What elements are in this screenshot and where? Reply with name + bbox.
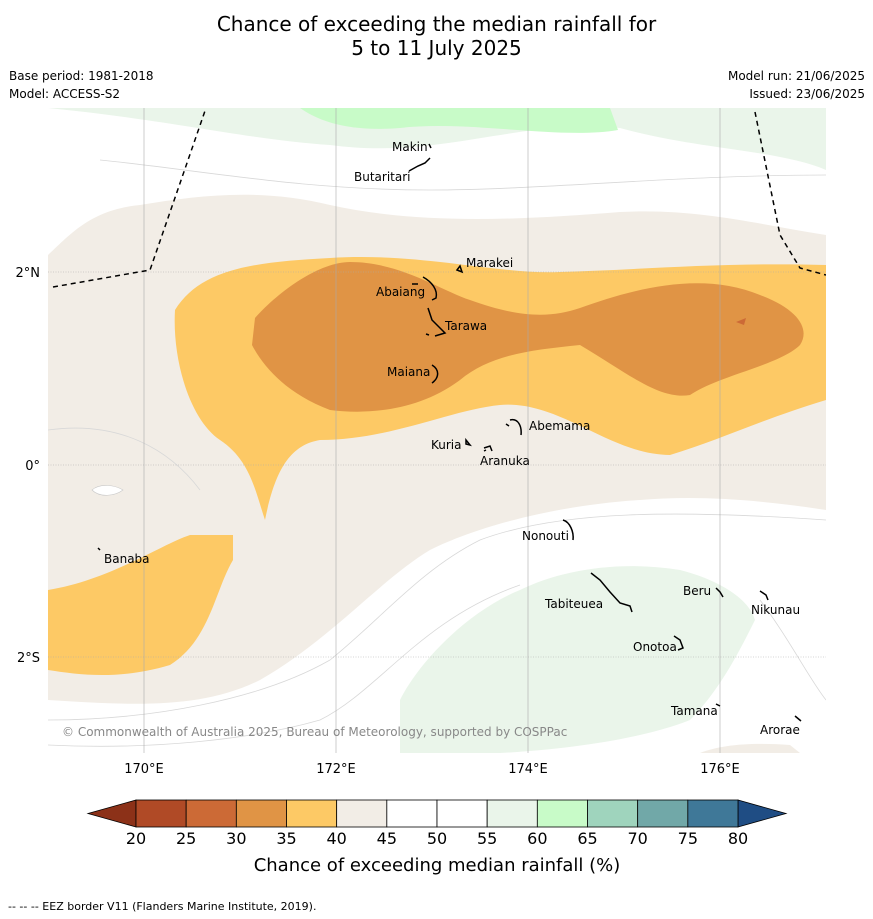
island-aranuka — [483, 445, 493, 452]
lon-tick-label: 176°E — [700, 762, 740, 777]
colorbar-cell — [687, 799, 739, 828]
island-abemama — [505, 418, 522, 436]
island-maiana — [431, 364, 439, 384]
copyright-text: © Commonwealth of Australia 2025, Bureau… — [62, 725, 567, 739]
colorbar-tick-label: 35 — [276, 829, 296, 848]
colorbar-over-arrow — [737, 799, 788, 828]
region-60-65-north — [300, 108, 618, 133]
island-label: Beru — [683, 584, 711, 598]
contour-line — [48, 513, 826, 721]
colorbar-cell — [185, 799, 237, 828]
colorbar-cell — [336, 799, 388, 828]
lon-tick-label: 174°E — [508, 762, 548, 777]
colorbar-tick-label: 65 — [577, 829, 597, 848]
island-label: Onotoa — [633, 640, 677, 654]
lat-tick-label: 2°S — [17, 651, 40, 666]
island-tarawa — [425, 307, 447, 337]
island-label: Marakei — [466, 256, 513, 270]
island-onotoa — [673, 635, 684, 651]
island-label: Nonouti — [522, 529, 569, 543]
island-label: Kuria — [431, 438, 462, 452]
gridlines — [48, 108, 826, 753]
lon-tick-label: 172°E — [316, 762, 356, 777]
island-label: Butaritari — [354, 170, 411, 184]
island-label: Aranuka — [480, 454, 530, 468]
island-abaiang — [412, 276, 438, 301]
colorbar-tick-label: 60 — [527, 829, 547, 848]
island-nonouti — [562, 519, 574, 541]
lat-tick-label: 2°N — [16, 266, 41, 281]
colorbar-tick-label: 50 — [427, 829, 447, 848]
lon-tick-label: 170°E — [124, 762, 164, 777]
colorbar-tick-label: 80 — [728, 829, 748, 848]
base-period: Base period: 1981-2018 — [9, 69, 154, 83]
contour-line — [99, 159, 826, 191]
contour-line — [759, 599, 826, 701]
eez-border — [52, 108, 826, 288]
island-label: Tamana — [670, 704, 718, 718]
map-area: Makin Butaritari Marakei Abaiang Tarawa … — [48, 108, 826, 753]
island-arorae — [794, 715, 802, 722]
colorbar-tick-label: 55 — [477, 829, 497, 848]
colorbar-tick-label: 45 — [377, 829, 397, 848]
colorbar-tick-label: 75 — [678, 829, 698, 848]
colorbar-cell — [436, 799, 488, 828]
colorbar-tick-label: 70 — [627, 829, 647, 848]
region-35-40-west — [48, 535, 233, 675]
contour-line — [48, 584, 521, 747]
island-label: Nikunau — [751, 603, 800, 617]
colorbar-cell — [135, 799, 187, 828]
island-makin — [428, 143, 432, 149]
island-beru — [715, 587, 724, 598]
colorbar-tick-label: 30 — [226, 829, 246, 848]
colorbar-tick-label: 20 — [126, 829, 146, 848]
region-45-50-hole — [91, 485, 124, 496]
colorbar-tick-label: 40 — [326, 829, 346, 848]
region-25-30-spot — [736, 318, 746, 325]
region-55-60-south — [400, 566, 755, 753]
model-run: Model run: 21/06/2025 — [727, 69, 865, 83]
island-nikunau — [759, 590, 769, 601]
island-label: Abemama — [529, 419, 590, 433]
footer-note: -- -- -- EEZ border V11 (Flanders Marine… — [8, 900, 317, 913]
region-40-45-south — [700, 743, 800, 753]
title-line-2: 5 to 11 July 2025 — [351, 36, 522, 60]
region-55-60-north — [48, 108, 826, 170]
island-label: Tabiteuea — [544, 597, 603, 611]
colorbar-cell — [235, 799, 287, 828]
island-kuria — [465, 437, 472, 447]
island-outlines — [97, 143, 802, 722]
island-label: Maiana — [387, 365, 430, 379]
model-name: Model: ACCESS-S2 — [9, 87, 121, 101]
forecast-map: Makin Butaritari Marakei Abaiang Tarawa … — [16, 108, 826, 876]
colorbar-cell — [286, 799, 338, 828]
colorbar-cell — [486, 799, 538, 828]
colorbar-cell — [536, 799, 588, 828]
colorbar-under-arrow — [86, 799, 137, 828]
island-banaba — [97, 547, 101, 551]
colorbar-label: Chance of exceeding median rainfall (%) — [254, 855, 621, 876]
title-line-1: Chance of exceeding the median rainfall … — [216, 12, 657, 36]
island-label: Arorae — [760, 723, 800, 737]
island-tamana — [715, 703, 721, 707]
contour-line — [48, 427, 201, 491]
colorbar-tick-label: 25 — [176, 829, 196, 848]
island-label: Abaiang — [376, 285, 425, 299]
lat-tick-label: 0° — [25, 459, 40, 474]
island-tabiteuea — [590, 572, 633, 613]
island-label: Banaba — [104, 552, 150, 566]
island-label: Tarawa — [444, 319, 487, 333]
issued-date: Issued: 23/06/2025 — [749, 87, 865, 101]
island-butaritari — [408, 157, 431, 172]
island-label: Makin — [392, 140, 428, 154]
colorbar-cell — [637, 799, 689, 828]
island-marakei — [455, 264, 464, 274]
colorbar: 20 25 30 35 40 45 50 55 60 65 70 75 80 Chance of exc… — [86, 799, 788, 876]
colorbar-cell — [386, 799, 438, 828]
colorbar-cell — [587, 799, 639, 828]
